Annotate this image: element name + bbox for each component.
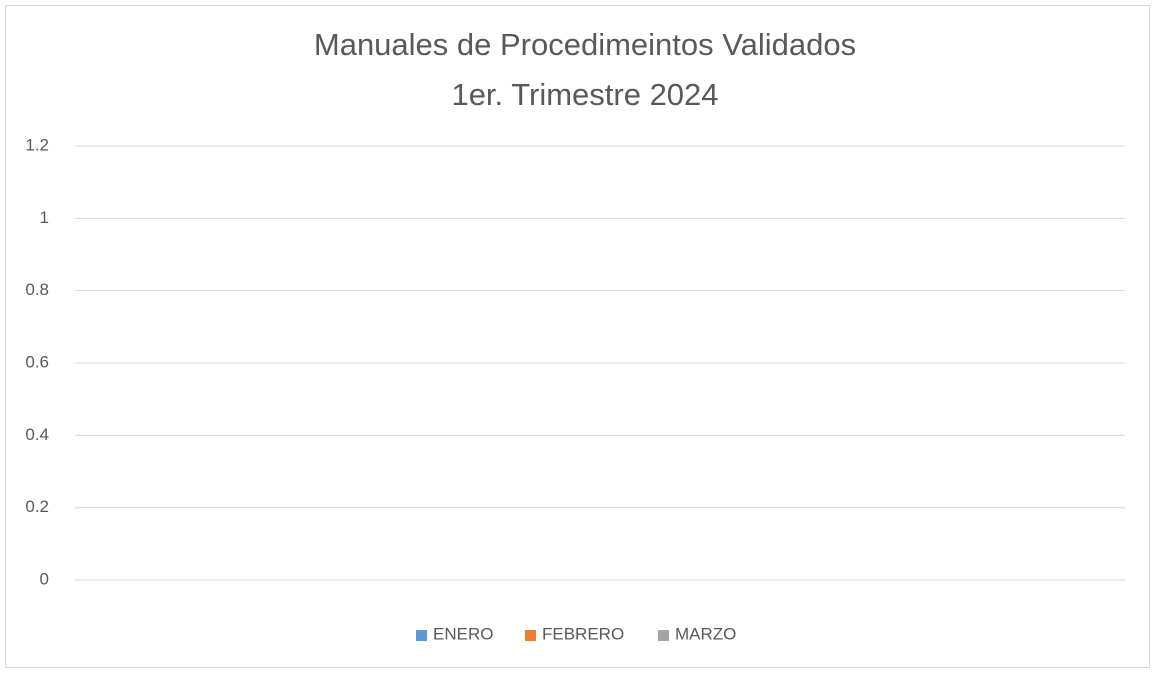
y-tick-label: 0.2 bbox=[25, 497, 49, 516]
legend-swatch bbox=[658, 630, 669, 641]
y-tick-label: 0 bbox=[40, 569, 49, 588]
legend-swatch bbox=[525, 630, 536, 641]
y-tick-label: 0.4 bbox=[25, 425, 49, 444]
chart-frame bbox=[5, 5, 1150, 668]
legend-label: FEBRERO bbox=[542, 624, 624, 643]
legend-label: ENERO bbox=[433, 624, 493, 643]
y-tick-label: 1.2 bbox=[25, 135, 49, 154]
chart-title: Manuales de Procedimeintos Validados bbox=[314, 27, 856, 62]
y-tick-label: 1 bbox=[40, 208, 49, 227]
y-tick-label: 0.6 bbox=[25, 352, 49, 371]
legend-label: MARZO bbox=[675, 624, 736, 643]
y-tick-label: 0.8 bbox=[25, 280, 49, 299]
legend-swatch bbox=[416, 630, 427, 641]
chart-subtitle: 1er. Trimestre 2024 bbox=[451, 77, 718, 112]
